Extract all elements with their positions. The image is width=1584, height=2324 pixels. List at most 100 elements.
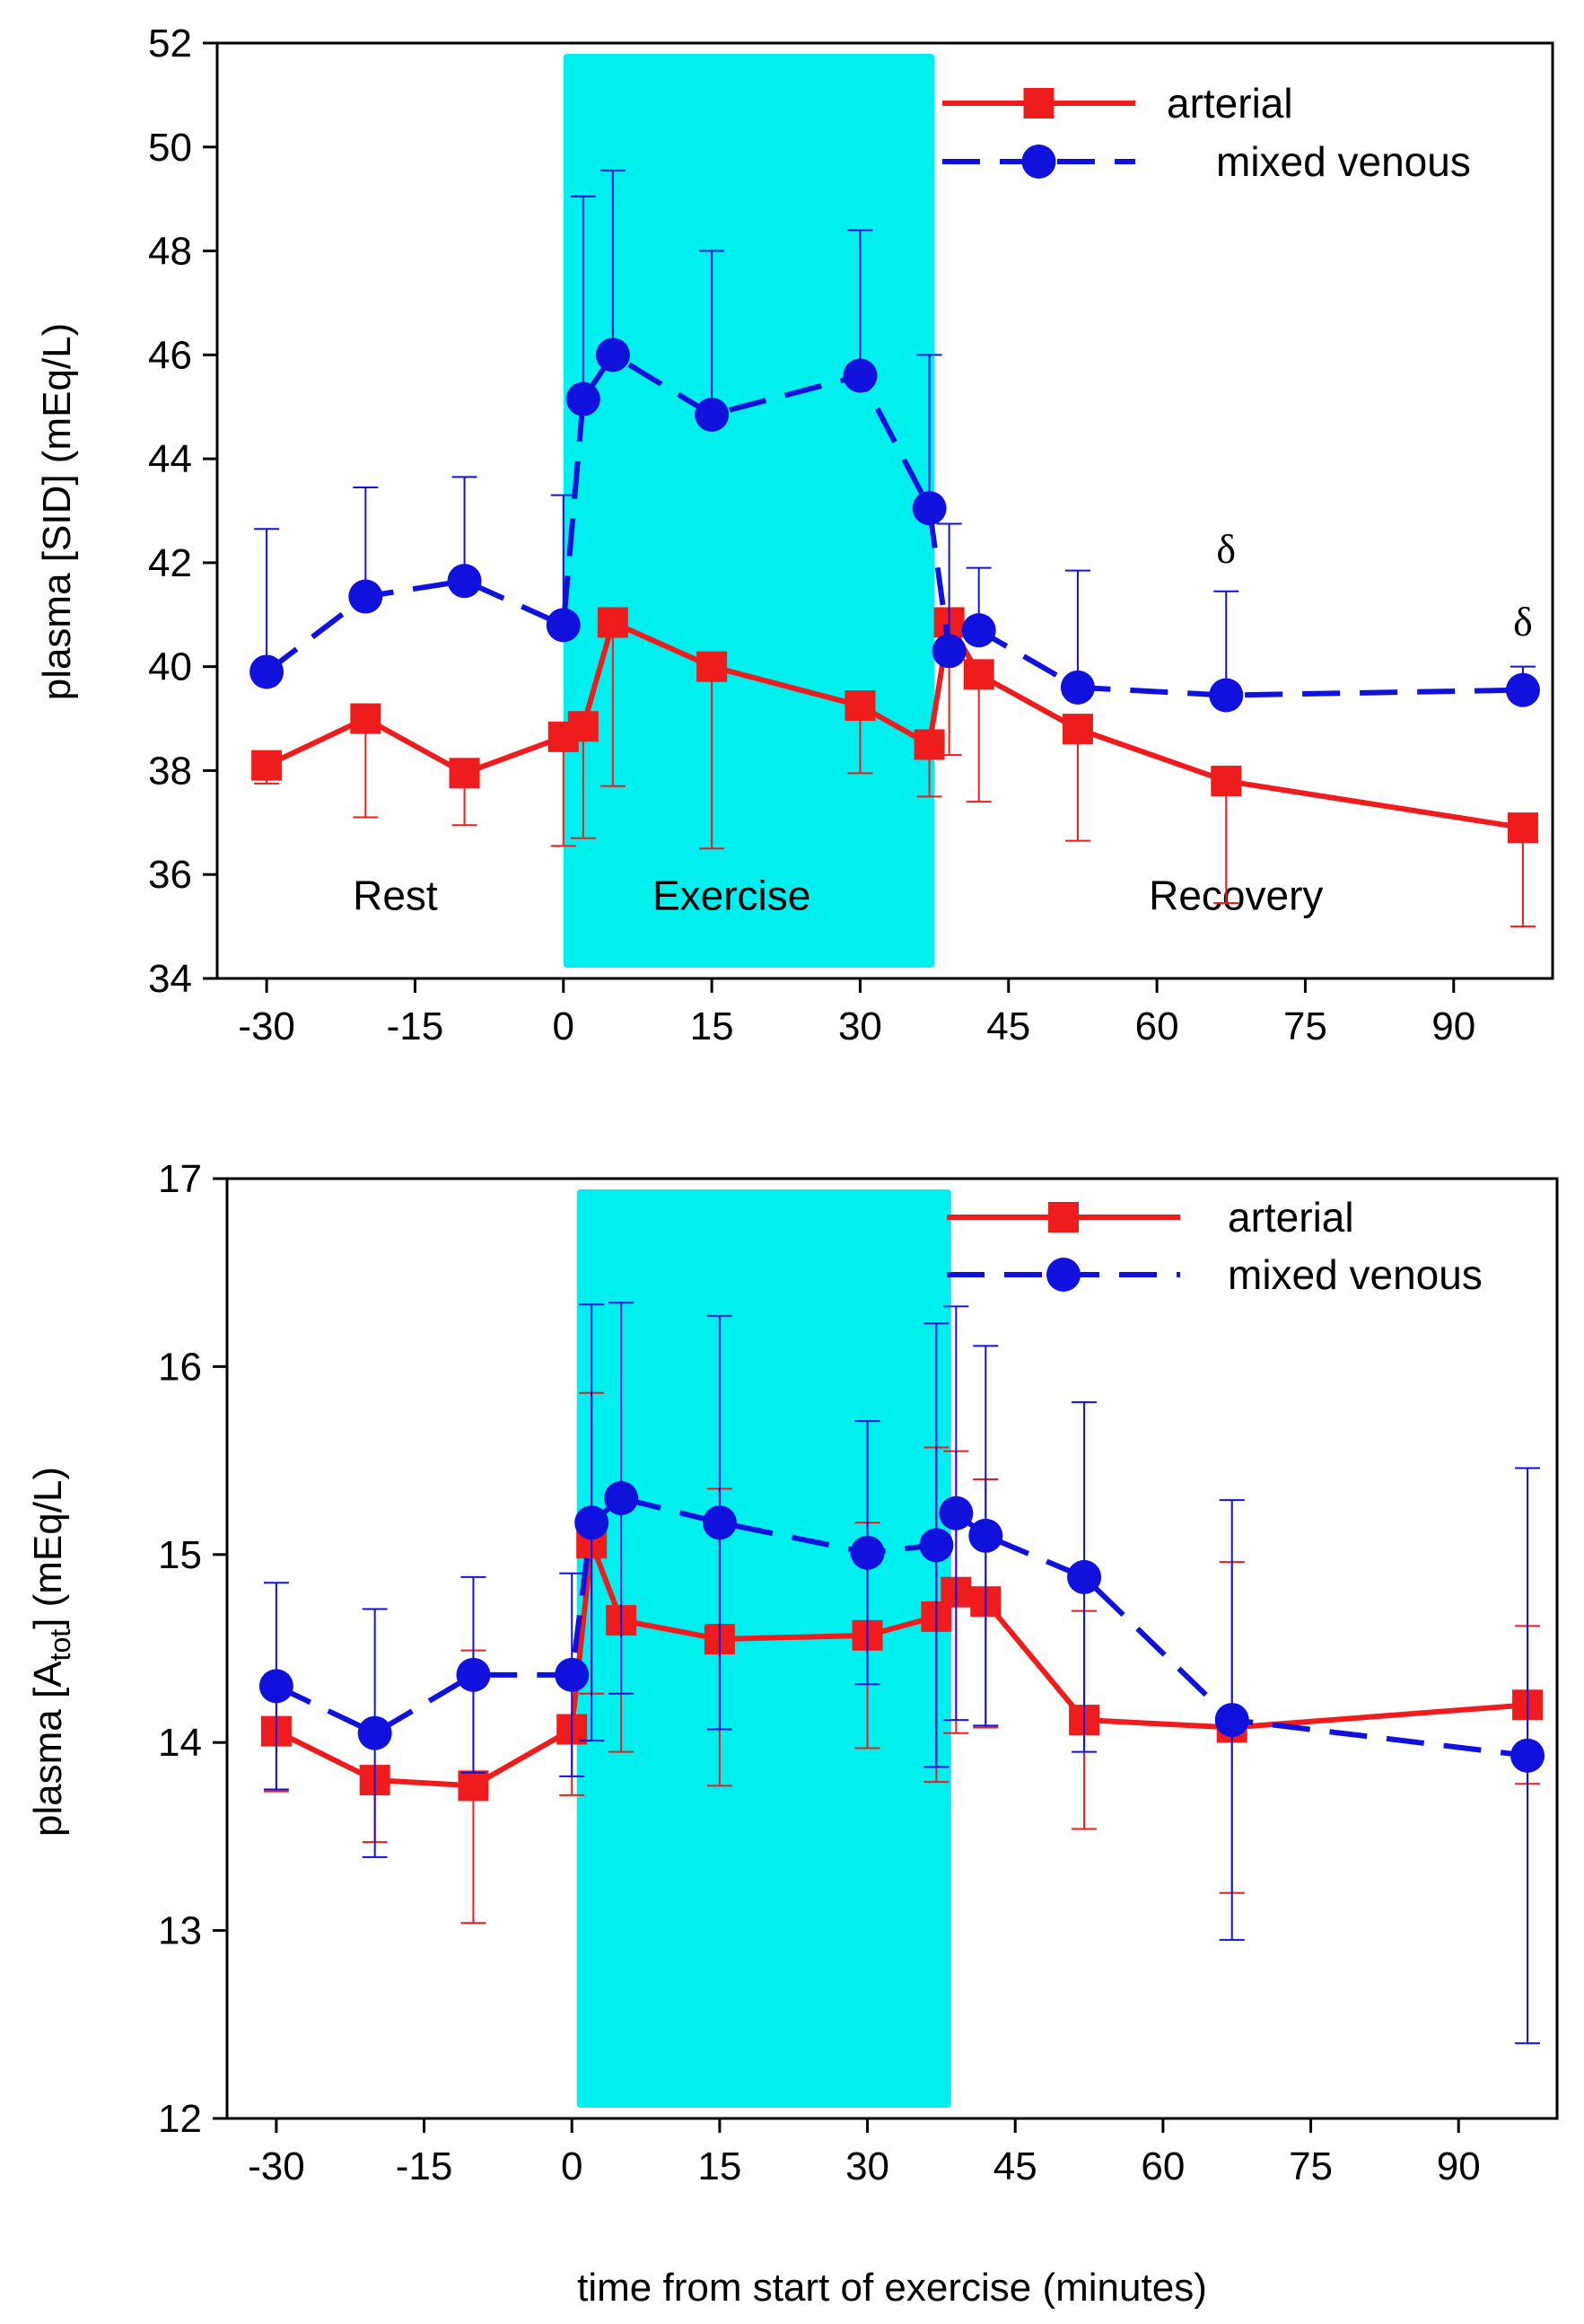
x-tick-label: 75 (1283, 1004, 1327, 1048)
x-tick-label: -30 (248, 2144, 305, 2188)
data-point-circle (968, 1518, 1003, 1553)
data-point-square (696, 651, 728, 682)
data-point-circle (1505, 672, 1540, 707)
data-point-circle (1067, 1559, 1102, 1594)
x-tick-label: 90 (1431, 1004, 1475, 1048)
x-tick-label: 0 (553, 1004, 574, 1048)
data-point-circle (456, 1657, 491, 1692)
y-tick-label: 42 (148, 541, 192, 585)
legend-label: arterial (1167, 80, 1293, 127)
series-mixed-venous (258, 1302, 1545, 2045)
plot-frame (215, 41, 1554, 980)
data-point-square (845, 690, 876, 722)
data-point-circle (1060, 670, 1095, 705)
legend-item-mixed-venous: mixed venous (947, 1251, 1483, 1298)
data-point-circle (348, 579, 383, 614)
y-axis-title: plasma [SID] (mEq/L) (35, 323, 79, 701)
data-point-square (1507, 812, 1538, 844)
panel-sid: 34 36 38 40 42 44 46 48 50 52 -30 -15 0 15 30 45 60 75 90 p… (35, 22, 1554, 1048)
y-tick-label: 38 (148, 749, 192, 793)
data-point-circle (1209, 678, 1244, 713)
data-point-circle (447, 564, 482, 599)
legend-item-mixed-venous: mixed venous (942, 138, 1471, 185)
series-mixed-venous (249, 169, 1540, 713)
legend-label: mixed venous (1228, 1251, 1483, 1298)
x-tick-label: 45 (993, 2144, 1037, 2188)
data-point-circle (574, 1505, 609, 1540)
series-line (265, 619, 1524, 831)
x-tick-label: 75 (1289, 2144, 1333, 2188)
data-point-circle (919, 1528, 954, 1563)
legend-label: arterial (1228, 1194, 1354, 1241)
x-tick-label: 15 (690, 1004, 734, 1048)
data-point-circle (595, 338, 630, 373)
data-point-circle (249, 654, 284, 689)
data-point-square (350, 703, 381, 734)
y-axis-title: plasma [Atot] (mEq/L) (26, 1467, 76, 1837)
legend-marker-circle (1021, 145, 1056, 179)
x-tick-label: 30 (845, 2144, 889, 2188)
y-tick-label: 36 (148, 853, 192, 897)
y-tick-label: 52 (148, 22, 192, 66)
data-point-square (449, 758, 480, 789)
data-point-circle (932, 634, 967, 669)
data-point-square (1062, 714, 1093, 745)
data-point-circle (961, 613, 996, 648)
legend-marker-square (1048, 1202, 1079, 1232)
x-tick-label: -15 (387, 1004, 444, 1048)
legend-item-arterial: arterial (947, 1194, 1354, 1241)
data-point-square (963, 659, 994, 690)
y-axis-title-part: ] (mEq/L) (26, 1467, 70, 1629)
y-axis-title-part: plasma [SID] (mEq/L) (35, 323, 79, 701)
data-point-circle (939, 1495, 974, 1530)
data-point-square (251, 750, 283, 781)
data-point-circle (843, 358, 878, 393)
y-tick-label: 12 (158, 2097, 202, 2141)
data-point-circle (1214, 1703, 1249, 1738)
significance-marker: δ (1513, 599, 1533, 645)
x-axis-title: time from start of exercise (minutes) (577, 2266, 1207, 2310)
data-point-circle (357, 1715, 392, 1750)
data-point-circle (702, 1505, 737, 1540)
data-point-circle (546, 608, 581, 643)
phase-label-rest: Rest (353, 872, 438, 918)
y-tick-label: 34 (148, 957, 192, 1001)
y-tick-label: 44 (148, 437, 192, 481)
y-tick-label: 50 (148, 126, 192, 170)
data-point-square (1211, 766, 1242, 797)
y-tick-label: 40 (148, 645, 192, 689)
series-arterial (251, 607, 1538, 928)
x-tick-label: 60 (1141, 2144, 1185, 2188)
y-tick-label: 16 (158, 1345, 202, 1389)
data-point-circle (912, 491, 947, 526)
significance-marker: δ (1216, 526, 1236, 572)
x-tick-label: 0 (561, 2144, 582, 2188)
exercise-region (576, 1189, 951, 2108)
legend-label: mixed venous (1216, 138, 1471, 185)
x-tick-label: -15 (396, 2144, 453, 2188)
data-point-square (597, 607, 628, 638)
data-point-circle (565, 381, 600, 417)
y-tick-label: 13 (158, 1909, 202, 1953)
y-axis-title-part: tot (44, 1629, 76, 1662)
data-point-circle (850, 1535, 885, 1570)
y-tick-label: 17 (158, 1157, 202, 1201)
series-line (265, 352, 1523, 698)
legend-marker-square (1023, 88, 1055, 118)
data-point-circle (1510, 1738, 1545, 1773)
series-line (275, 1540, 1528, 1789)
phase-label-recovery: Recovery (1149, 872, 1323, 918)
data-point-circle (604, 1480, 639, 1515)
x-tick-label: 30 (838, 1004, 882, 1048)
data-point-circle (258, 1669, 293, 1704)
data-point-circle (555, 1657, 590, 1692)
data-point-circle (695, 397, 730, 432)
x-tick-label: -30 (238, 1004, 295, 1048)
phase-label-exercise: Exercise (652, 872, 810, 918)
plot-frame (225, 1177, 1559, 2120)
y-tick-label: 46 (148, 333, 192, 377)
y-axis-title-part: plasma [A (26, 1661, 70, 1837)
x-tick-label: 15 (697, 2144, 741, 2188)
y-tick-label: 14 (158, 1721, 202, 1765)
